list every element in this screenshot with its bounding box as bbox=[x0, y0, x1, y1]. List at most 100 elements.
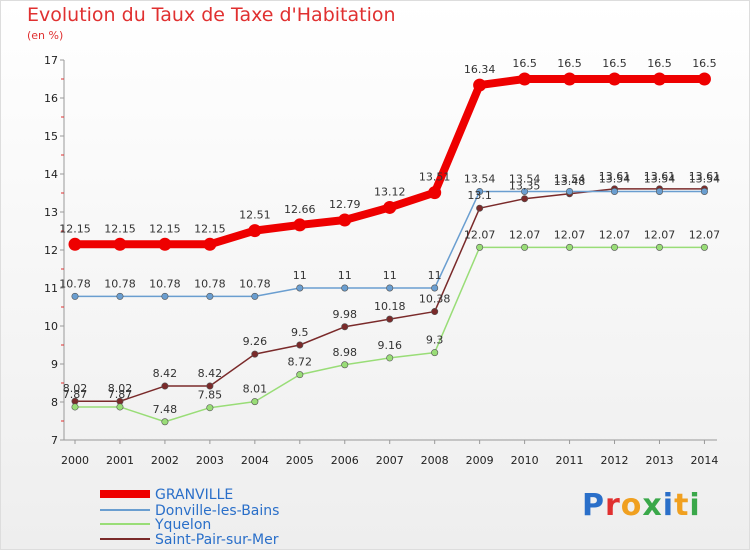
data-label: 11 bbox=[338, 269, 352, 282]
data-point bbox=[655, 243, 663, 251]
data-label: 16.5 bbox=[512, 57, 537, 70]
data-label: 16.5 bbox=[692, 57, 717, 70]
data-label: 9.5 bbox=[291, 326, 309, 339]
data-label: 10.78 bbox=[149, 277, 181, 290]
data-label: 10.18 bbox=[374, 300, 406, 313]
data-point bbox=[338, 213, 352, 227]
data-point bbox=[158, 237, 172, 251]
x-tick-label: 2009 bbox=[466, 454, 494, 467]
data-point bbox=[608, 72, 622, 86]
logo-letter: x bbox=[642, 488, 663, 523]
data-label: 10.38 bbox=[419, 293, 451, 306]
data-point bbox=[655, 187, 663, 195]
data-label: 12.07 bbox=[464, 228, 496, 241]
data-label: 16.5 bbox=[647, 57, 672, 70]
y-tick-label: 16 bbox=[44, 92, 58, 105]
data-label: 16.5 bbox=[557, 57, 582, 70]
data-label: 10.78 bbox=[194, 277, 226, 290]
data-label: 13.51 bbox=[419, 171, 451, 184]
axes: 7 8 9 10 11 12 13 14 15 16 17 2000 2001 2002 2003 2004 2… bbox=[44, 54, 718, 467]
data-label: 12.07 bbox=[509, 228, 541, 241]
x-tick-label: 2000 bbox=[61, 454, 89, 467]
x-tick-label: 2001 bbox=[106, 454, 134, 467]
x-tick-label: 2003 bbox=[196, 454, 224, 467]
data-point bbox=[476, 204, 484, 212]
data-point bbox=[116, 403, 124, 411]
y-tick-label: 12 bbox=[44, 244, 58, 257]
series-line-0 bbox=[75, 75, 705, 249]
proxiti-logo: Proxiti bbox=[582, 488, 701, 523]
data-label: 12.66 bbox=[284, 203, 316, 216]
data-point bbox=[386, 354, 394, 362]
logo-letter: i bbox=[662, 488, 675, 523]
data-point bbox=[341, 284, 349, 292]
data-label: 12.15 bbox=[149, 222, 181, 235]
data-point bbox=[386, 315, 394, 323]
data-label: 8.42 bbox=[198, 367, 223, 380]
y-tick-label: 10 bbox=[44, 320, 58, 333]
legend: GRANVILLEDonville-les-BainsYquelonSaint-… bbox=[100, 487, 279, 548]
data-label: 12.79 bbox=[329, 198, 361, 211]
data-label: 12.07 bbox=[599, 228, 631, 241]
data-label: 9.98 bbox=[333, 308, 358, 321]
data-label: 12.07 bbox=[554, 228, 586, 241]
data-point bbox=[563, 72, 577, 86]
data-label: 8.01 bbox=[243, 383, 268, 396]
data-point bbox=[296, 284, 304, 292]
y-tick-label: 17 bbox=[44, 54, 58, 67]
data-point bbox=[476, 243, 484, 251]
x-tick-label: 2011 bbox=[556, 454, 584, 467]
data-label: 7.85 bbox=[198, 389, 223, 402]
data-label: 13.35 bbox=[509, 180, 541, 193]
data-label: 10.78 bbox=[104, 277, 136, 290]
data-label: 11 bbox=[428, 269, 442, 282]
legend-label: Donville-les-Bains bbox=[155, 503, 279, 519]
chart-subtitle: (en %) bbox=[27, 29, 64, 42]
data-label: 8.72 bbox=[288, 356, 313, 369]
y-tick-label: 11 bbox=[44, 282, 58, 295]
y-tick-label: 8 bbox=[51, 396, 58, 409]
data-label: 9.3 bbox=[426, 334, 444, 347]
logo-letter: P bbox=[582, 488, 605, 523]
data-label: 13.54 bbox=[509, 172, 541, 185]
data-point bbox=[206, 292, 214, 300]
data-point bbox=[203, 237, 217, 251]
data-point bbox=[697, 72, 711, 86]
data-label: 12.07 bbox=[689, 228, 721, 241]
data-label: 12.07 bbox=[644, 228, 676, 241]
data-label: 13.12 bbox=[374, 185, 406, 198]
x-tick-label: 2002 bbox=[151, 454, 179, 467]
data-point bbox=[611, 243, 619, 251]
data-label: 16.34 bbox=[464, 63, 496, 76]
data-point bbox=[113, 237, 127, 251]
x-tick-label: 2013 bbox=[645, 454, 673, 467]
logo-letter: o bbox=[620, 488, 643, 523]
data-point bbox=[68, 237, 82, 251]
data-label: 8.42 bbox=[153, 367, 178, 380]
legend-label: GRANVILLE bbox=[155, 487, 233, 503]
data-point bbox=[566, 243, 574, 251]
data-point bbox=[386, 284, 394, 292]
data-point bbox=[521, 243, 529, 251]
logo-letter: i bbox=[689, 488, 701, 523]
data-point bbox=[293, 218, 307, 232]
logo-letter: t bbox=[674, 488, 690, 523]
data-point bbox=[652, 72, 666, 86]
data-point bbox=[341, 361, 349, 369]
data-point bbox=[341, 323, 349, 331]
legend-label: Yquelon bbox=[154, 517, 211, 533]
series-lines bbox=[68, 72, 711, 426]
data-point bbox=[251, 350, 259, 358]
data-point bbox=[251, 292, 259, 300]
data-point bbox=[383, 200, 397, 214]
data-label: 8.98 bbox=[333, 346, 358, 359]
data-label: 8.02 bbox=[108, 382, 133, 395]
data-label: 8.02 bbox=[63, 382, 88, 395]
data-label: 16.5 bbox=[602, 57, 627, 70]
data-label: 13.54 bbox=[554, 172, 586, 185]
x-tick-label: 2005 bbox=[286, 454, 314, 467]
data-point bbox=[431, 349, 439, 357]
data-point bbox=[518, 72, 532, 86]
data-label: 7.87 bbox=[108, 388, 133, 401]
